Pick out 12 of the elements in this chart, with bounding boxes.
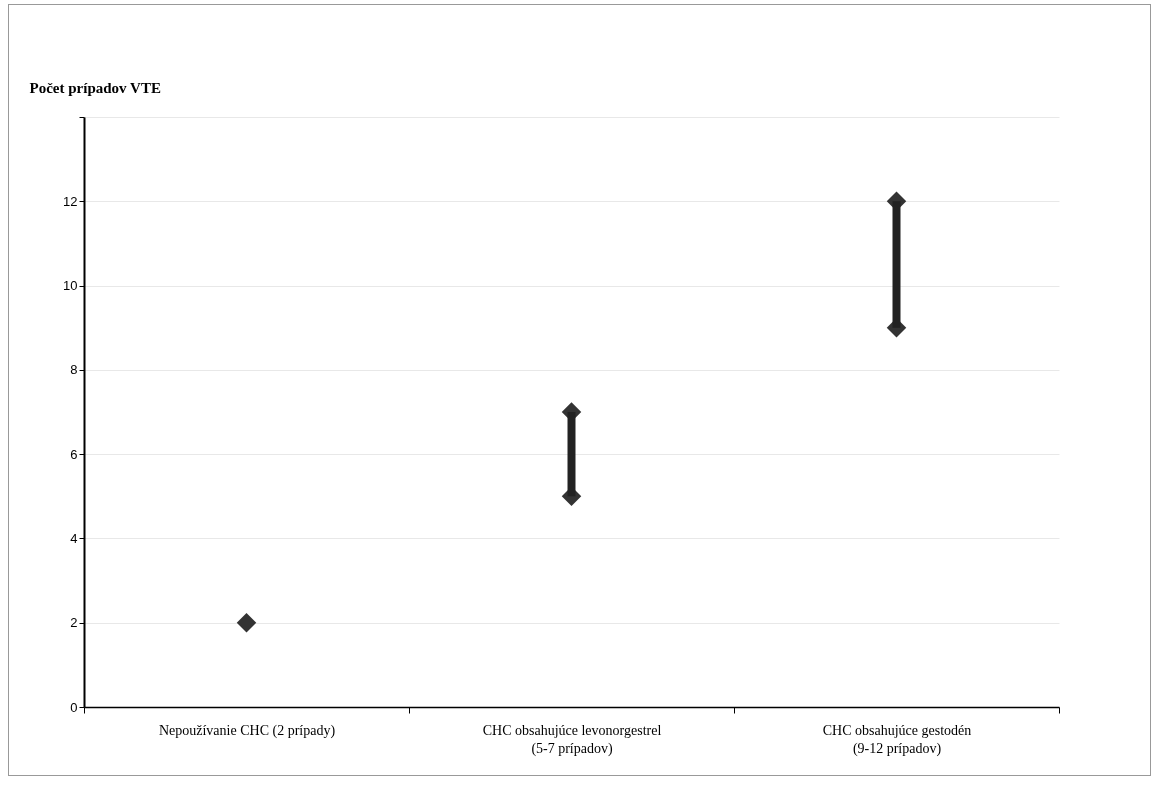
point [236,612,257,633]
x-tick-label: CHC obsahujúce levonorgestrel (5-7 prípadov) [482,722,662,757]
y-tick-label: 10 [63,278,78,294]
y-tick-label: 4 [70,530,78,546]
y-tick-label: 2 [70,615,78,631]
y-axis-title: Počet prípadov VTE [29,79,161,96]
y-tick-label: 6 [70,446,78,462]
y-tick-label: 0 [70,699,78,715]
x-tick-label: CHC obsahujúce gestodén (9-12 prípadov) [822,722,972,757]
y-tick-label: 12 [63,193,78,209]
x-tick-label: Nepoužívanie CHC (2 prípady) [158,722,336,739]
y-tick-label: 8 [70,362,78,378]
